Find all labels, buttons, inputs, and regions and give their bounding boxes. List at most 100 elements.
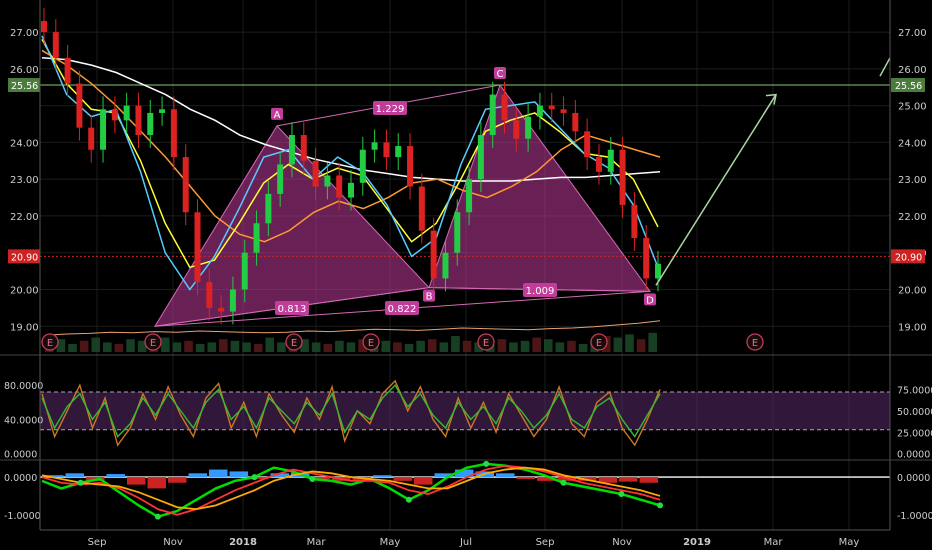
- candle-body: [52, 32, 59, 58]
- candle-body: [182, 157, 189, 213]
- x-tick-label: Jul: [459, 537, 472, 548]
- volume-bar: [532, 337, 541, 352]
- pattern-point-badge: [644, 293, 656, 306]
- earnings-marker[interactable]: [746, 333, 764, 351]
- volume-bar: [323, 344, 333, 352]
- volume-bar: [219, 339, 228, 352]
- macd-tick-left: 0.0000: [4, 473, 37, 484]
- volume-bar: [195, 344, 205, 352]
- oscillator-tick-left: 80.0000: [4, 381, 43, 392]
- x-tick-label: Nov: [612, 537, 632, 548]
- candle-body: [147, 112, 154, 136]
- macd-histogram-bar: [127, 477, 146, 485]
- macd-tick-left: -1.0000: [4, 511, 41, 522]
- oscillator-line: [41, 379, 661, 447]
- volume-bar: [126, 339, 135, 352]
- y-tick-label-right: 20.00: [898, 285, 927, 296]
- macd-histogram-bar: [45, 475, 64, 478]
- y-tick-label-left: 24.00: [10, 138, 39, 149]
- earnings-marker-label: E: [368, 338, 374, 349]
- candle-body: [430, 230, 437, 279]
- earnings-marker[interactable]: [41, 333, 59, 351]
- macd-histogram-bar: [537, 477, 556, 481]
- projection-line-edge: [879, 57, 891, 77]
- earnings-marker[interactable]: [590, 333, 608, 351]
- pattern-point-label: C: [497, 69, 504, 80]
- volume-bar: [91, 337, 101, 352]
- candle-body: [111, 109, 118, 121]
- y-tick-label-left: 27.00: [10, 28, 39, 39]
- candle-body: [348, 182, 354, 198]
- volume-bar: [567, 340, 576, 352]
- earnings-marker[interactable]: [285, 333, 303, 351]
- harmonic-pattern: A B C D 1.229 0.813 0.822 1.009: [154, 67, 656, 327]
- earnings-marker-label: E: [752, 338, 758, 349]
- candle-body: [88, 127, 95, 150]
- candle-body: [159, 109, 166, 113]
- x-tick-label: 2018: [229, 537, 257, 548]
- earnings-marker[interactable]: [362, 333, 380, 351]
- volume-bar: [265, 337, 275, 352]
- last-price-badge-right: [891, 249, 925, 264]
- volume-bar: [253, 344, 263, 352]
- candle-body: [170, 109, 177, 158]
- y-tick-label-right: 27.00: [898, 28, 927, 39]
- y-tick-label-left: 20.00: [10, 285, 39, 296]
- macd-cross-dot: [483, 460, 490, 467]
- volume-bar: [416, 340, 425, 352]
- macd-histogram-bar: [373, 475, 392, 478]
- volume-bar: [462, 340, 472, 352]
- candle-body: [536, 105, 543, 117]
- oscillator-tick-left: 0.0000: [4, 450, 37, 461]
- volume-bar: [137, 340, 147, 352]
- candle-body: [407, 146, 414, 187]
- macd-pane: 0.0000 -1.0000 0.0000 -1.0000: [4, 460, 932, 522]
- x-tick-label: 2019: [683, 537, 711, 548]
- y-tick-label-right: 26.00: [898, 65, 927, 76]
- macd-line: [41, 466, 661, 511]
- y-tick-label-left: 22.00: [10, 212, 39, 223]
- candle-body: [442, 252, 449, 279]
- candle-body: [336, 175, 343, 198]
- ratio-badge: [385, 301, 419, 315]
- macd-cross-dot: [560, 479, 567, 486]
- candle-body: [288, 135, 295, 165]
- last-price-value-left: 20.90: [11, 252, 38, 263]
- candle-body: [513, 120, 520, 139]
- ratio-badge: [523, 283, 557, 297]
- earnings-marker[interactable]: [144, 333, 162, 351]
- volume-bar: [346, 342, 356, 352]
- candle-body: [253, 223, 260, 253]
- candle-body: [265, 193, 272, 224]
- resistance-badge-left: [8, 78, 40, 93]
- resistance-value-left: 25.56: [11, 81, 38, 92]
- volume-average-line: [44, 320, 661, 336]
- macd-histogram-bar: [393, 477, 412, 481]
- ratio-label: 0.813: [278, 304, 307, 315]
- macd-cross-dot: [657, 502, 663, 509]
- volume-bar: [358, 339, 367, 352]
- macd-histogram-bar: [270, 473, 289, 478]
- ratio-badge: [373, 101, 407, 115]
- volume-bar: [497, 339, 507, 352]
- resistance-badge-right: [891, 78, 925, 93]
- y-tick-label-right: 22.00: [898, 212, 927, 223]
- macd-histogram-bar: [516, 477, 535, 479]
- projection-arrow: [655, 94, 777, 286]
- macd-histogram-bar: [619, 477, 638, 482]
- pattern-point-badge: [494, 67, 506, 80]
- y-tick-label-left: 23.00: [10, 175, 39, 186]
- candle-body: [643, 238, 650, 279]
- macd-histogram-bar: [106, 474, 125, 478]
- macd-tick-right: -1.0000: [897, 511, 932, 522]
- volume-bar: [161, 337, 170, 352]
- candle-body: [525, 116, 532, 139]
- macd-cross-dot: [77, 479, 84, 486]
- volume-bar: [79, 340, 89, 352]
- x-axis-ticks: Sep Nov 2018 Mar May Jul Sep Nov 2019 Mar May: [88, 537, 860, 548]
- earnings-marker[interactable]: [477, 333, 495, 351]
- y-tick-label-left: 26.00: [10, 65, 39, 76]
- macd-tick-right: 0.0000: [897, 473, 930, 484]
- candle-body: [241, 252, 248, 290]
- oscillator-tick-right: 50.0000: [897, 407, 932, 418]
